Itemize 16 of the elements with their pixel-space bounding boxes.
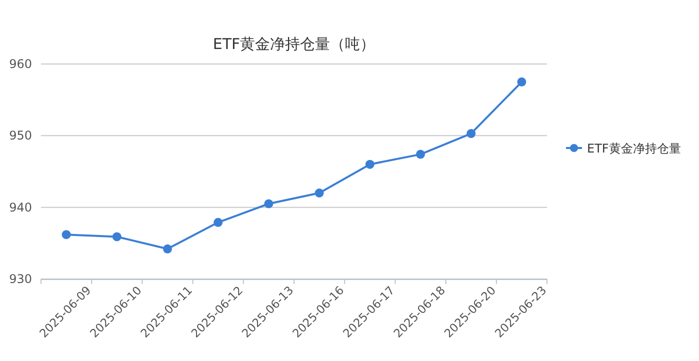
y-tick-label: 960 [9, 57, 32, 71]
point [466, 129, 476, 138]
point [62, 230, 71, 240]
y-tick-label: 930 [9, 272, 32, 286]
point [264, 199, 274, 208]
point [314, 188, 324, 198]
y-tick-label: 950 [9, 128, 32, 143]
y-tick-label: 940 [9, 200, 32, 214]
chart-title: ETF黄金净持仓量（吨） [212, 35, 376, 53]
point [214, 218, 223, 227]
point [112, 232, 122, 242]
point [416, 150, 425, 159]
point [365, 160, 374, 169]
point [163, 244, 172, 254]
legend-label: ETF黄金净持仓量 [587, 142, 681, 156]
point [517, 77, 526, 86]
